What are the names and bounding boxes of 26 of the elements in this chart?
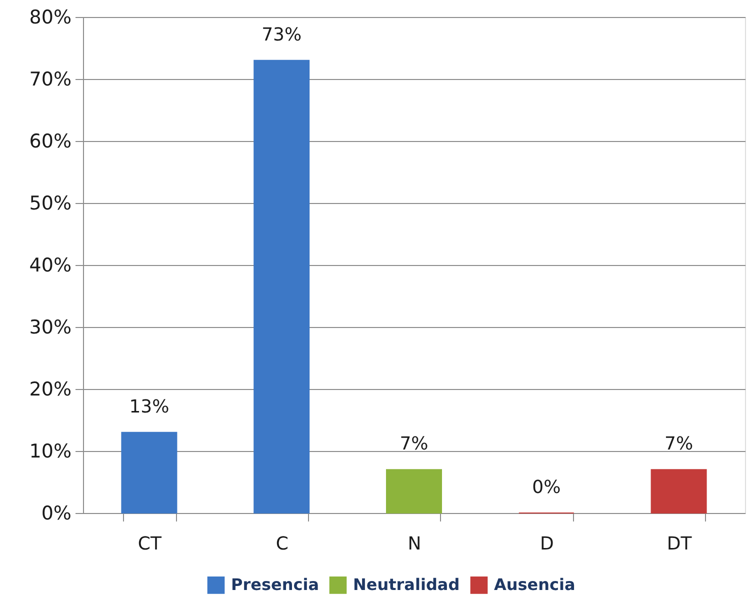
legend-label: Neutralidad	[353, 575, 460, 594]
data-label: 0%	[532, 477, 561, 498]
y-tick-label: 30%	[29, 316, 72, 338]
y-tick-label: 60%	[29, 130, 72, 152]
y-tick-label: 0%	[41, 502, 72, 524]
x-tick-label: D	[540, 534, 554, 554]
bar	[650, 469, 707, 514]
y-tick-label: 70%	[29, 68, 72, 90]
legend-label: Ausencia	[494, 575, 576, 594]
x-tick-label: CT	[138, 534, 162, 554]
data-label: 13%	[129, 396, 170, 418]
x-tick-label: N	[408, 534, 422, 554]
bar	[254, 60, 310, 514]
bar	[386, 469, 442, 514]
data-label: 73%	[262, 24, 302, 46]
y-tick-label: 10%	[29, 440, 72, 462]
data-label: 7%	[400, 434, 428, 455]
bar	[121, 432, 178, 514]
x-tick-label: C	[276, 534, 288, 554]
legend-label: Presencia	[231, 575, 319, 594]
data-label: 7%	[664, 434, 694, 455]
y-tick-label: 40%	[29, 254, 72, 276]
y-tick-label: 80%	[29, 6, 72, 28]
x-tick-label: DT	[666, 534, 693, 554]
y-tick-label: 20%	[29, 378, 72, 400]
y-tick-label: 50%	[29, 192, 72, 214]
